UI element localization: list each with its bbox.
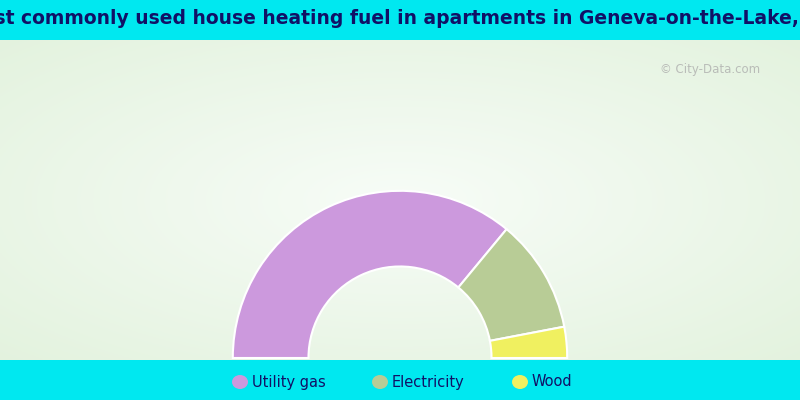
Text: Most commonly used house heating fuel in apartments in Geneva-on-the-Lake, OH: Most commonly used house heating fuel in… <box>0 8 800 28</box>
Ellipse shape <box>372 375 388 389</box>
Text: Wood: Wood <box>532 374 573 390</box>
Ellipse shape <box>232 375 248 389</box>
Text: © City-Data.com: © City-Data.com <box>660 64 760 76</box>
Text: Electricity: Electricity <box>392 374 465 390</box>
Wedge shape <box>490 327 567 358</box>
Text: Utility gas: Utility gas <box>252 374 326 390</box>
Wedge shape <box>233 191 506 358</box>
Wedge shape <box>458 229 564 341</box>
Ellipse shape <box>512 375 528 389</box>
